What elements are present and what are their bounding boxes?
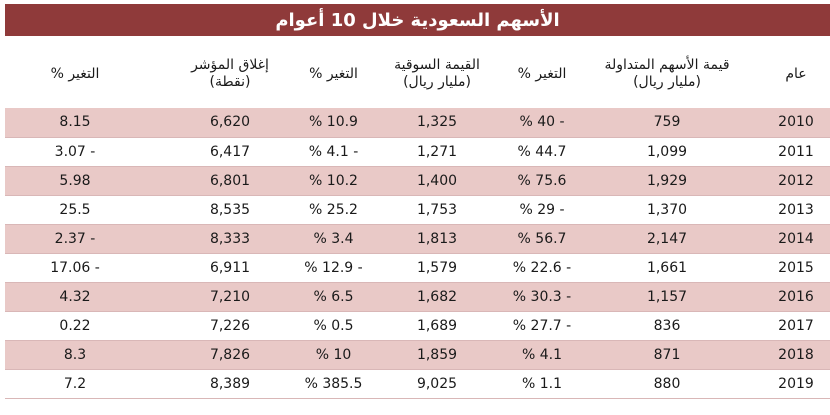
cell-traded-value: 836 bbox=[592, 311, 742, 341]
column-header-year: عام bbox=[785, 65, 807, 82]
cell-year: 2014 bbox=[742, 224, 830, 254]
cell-traded-value: 1,099 bbox=[592, 137, 742, 167]
cell-index-close: 6,417 bbox=[175, 137, 285, 167]
cell-index-change: 4.32 bbox=[5, 282, 175, 312]
cell-traded-change: - 40 % bbox=[492, 108, 592, 138]
cell-traded-change: 75.6 % bbox=[492, 166, 592, 196]
cell-market-change: 3.4 % bbox=[285, 224, 382, 254]
cell-traded-change: - 30.3 % bbox=[492, 282, 592, 312]
cell-market-value: 1,813 bbox=[382, 224, 492, 254]
cell-index-close: 6,801 bbox=[175, 166, 285, 196]
cell-traded-change: 44.7 % bbox=[492, 137, 592, 167]
cell-market-change: - 12.9 % bbox=[285, 253, 382, 283]
cell-index-close: 7,226 bbox=[175, 311, 285, 341]
cell-traded-value: 1,157 bbox=[592, 282, 742, 312]
cell-market-value: 1,400 bbox=[382, 166, 492, 196]
cell-traded-change: 1.1 % bbox=[492, 369, 592, 399]
cell-traded-value: 871 bbox=[592, 340, 742, 370]
cell-index-change: 7.2 bbox=[5, 369, 175, 399]
table-row: 2016 1,157- 30.3 % 1,682 6.5 % 7,210 4.32 bbox=[5, 282, 830, 312]
cell-market-value: 1,325 bbox=[382, 108, 492, 138]
cell-year: 2010 bbox=[742, 108, 830, 138]
column-header-traded-value: قيمة الأسهم المتداولة (مليار ريال) bbox=[604, 57, 730, 90]
cell-traded-change: - 22.6 % bbox=[492, 253, 592, 283]
cell-index-close: 8,389 bbox=[175, 369, 285, 399]
cell-index-change: 5.98 bbox=[5, 166, 175, 196]
table-row: 2010 759- 40 % 1,325 10.9 % 6,620 8.15 bbox=[5, 108, 830, 138]
cell-year: 2015 bbox=[742, 253, 830, 283]
table-row: 2012 1,929 75.6 % 1,400 10.2 % 6,801 5.98 bbox=[5, 166, 830, 196]
cell-index-close: 8,535 bbox=[175, 195, 285, 225]
cell-index-change: - 2.37 bbox=[5, 224, 175, 254]
cell-year: 2019 bbox=[742, 369, 830, 399]
cell-market-value: 1,859 bbox=[382, 340, 492, 370]
cell-year: 2016 bbox=[742, 282, 830, 312]
cell-market-change: 0.5 % bbox=[285, 311, 382, 341]
cell-index-change: 25.5 bbox=[5, 195, 175, 225]
cell-traded-change: - 27.7 % bbox=[492, 311, 592, 341]
cell-index-close: 8,333 bbox=[175, 224, 285, 254]
cell-index-close: 6,911 bbox=[175, 253, 285, 283]
cell-traded-value: 2,147 bbox=[592, 224, 742, 254]
column-header-index-change: التغير % bbox=[50, 65, 100, 82]
cell-year: 2017 bbox=[742, 311, 830, 341]
cell-year: 2013 bbox=[742, 195, 830, 225]
cell-index-change: 8.15 bbox=[5, 108, 175, 138]
table-row: 2018 871 4.1 % 1,859 10 % 7,826 8.3 bbox=[5, 340, 830, 370]
cell-index-close: 6,620 bbox=[175, 108, 285, 138]
cell-index-close: 7,210 bbox=[175, 282, 285, 312]
table-row: 2013 1,370- 29 % 1,753 25.2 % 8,535 25.5 bbox=[5, 195, 830, 225]
cell-market-change: 6.5 % bbox=[285, 282, 382, 312]
cell-traded-value: 880 bbox=[592, 369, 742, 399]
header-row: عام قيمة الأسهم المتداولة (مليار ريال) ا… bbox=[5, 40, 830, 108]
cell-market-change: 385.5 % bbox=[285, 369, 382, 399]
cell-year: 2011 bbox=[742, 137, 830, 167]
cell-market-value: 1,682 bbox=[382, 282, 492, 312]
cell-index-change: - 17.06 bbox=[5, 253, 175, 283]
column-header-traded-change: التغير % bbox=[517, 65, 567, 82]
cell-market-change: - 4.1 % bbox=[285, 137, 382, 167]
cell-market-change: 10 % bbox=[285, 340, 382, 370]
cell-index-change: 8.3 bbox=[5, 340, 175, 370]
cell-market-value: 9,025 bbox=[382, 369, 492, 399]
table-row: 2014 2,147 56.7 % 1,813 3.4 % 8,333- 2.37 bbox=[5, 224, 830, 254]
table-row: 2015 1,661- 22.6 % 1,579- 12.9 % 6,911- 17.… bbox=[5, 253, 830, 283]
cell-traded-change: 56.7 % bbox=[492, 224, 592, 254]
cell-year: 2012 bbox=[742, 166, 830, 196]
column-header-market-change: التغير % bbox=[309, 65, 358, 82]
table-row: 2011 1,099 44.7 % 1,271- 4.1 % 6,417- 3.07 bbox=[5, 137, 830, 167]
cell-traded-value: 1,929 bbox=[592, 166, 742, 196]
column-header-index-close: إغلاق المؤشر (نقطة) bbox=[191, 57, 269, 90]
cell-traded-change: - 29 % bbox=[492, 195, 592, 225]
cell-market-value: 1,271 bbox=[382, 137, 492, 167]
cell-market-change: 10.9 % bbox=[285, 108, 382, 138]
cell-market-change: 10.2 % bbox=[285, 166, 382, 196]
table-row: 2017 836- 27.7 % 1,689 0.5 % 7,226 0.22 bbox=[5, 311, 830, 341]
cell-market-value: 1,753 bbox=[382, 195, 492, 225]
stock-table: عام قيمة الأسهم المتداولة (مليار ريال) ا… bbox=[5, 40, 830, 399]
column-header-market-value: القيمة السوقية (مليار ريال) bbox=[394, 57, 480, 90]
cell-market-change: 25.2 % bbox=[285, 195, 382, 225]
table-row: 2019 880 1.1 % 9,025 385.5 % 8,389 7.2 bbox=[5, 369, 830, 399]
cell-year: 2018 bbox=[742, 340, 830, 370]
cell-market-value: 1,579 bbox=[382, 253, 492, 283]
cell-traded-change: 4.1 % bbox=[492, 340, 592, 370]
cell-traded-value: 1,370 bbox=[592, 195, 742, 225]
cell-traded-value: 1,661 bbox=[592, 253, 742, 283]
cell-index-change: 0.22 bbox=[5, 311, 175, 341]
cell-index-close: 7,826 bbox=[175, 340, 285, 370]
cell-traded-value: 759 bbox=[592, 108, 742, 138]
cell-index-change: - 3.07 bbox=[5, 137, 175, 167]
table-title: الأسهم السعودية خلال 10 أعوام bbox=[5, 4, 830, 36]
cell-market-value: 1,689 bbox=[382, 311, 492, 341]
